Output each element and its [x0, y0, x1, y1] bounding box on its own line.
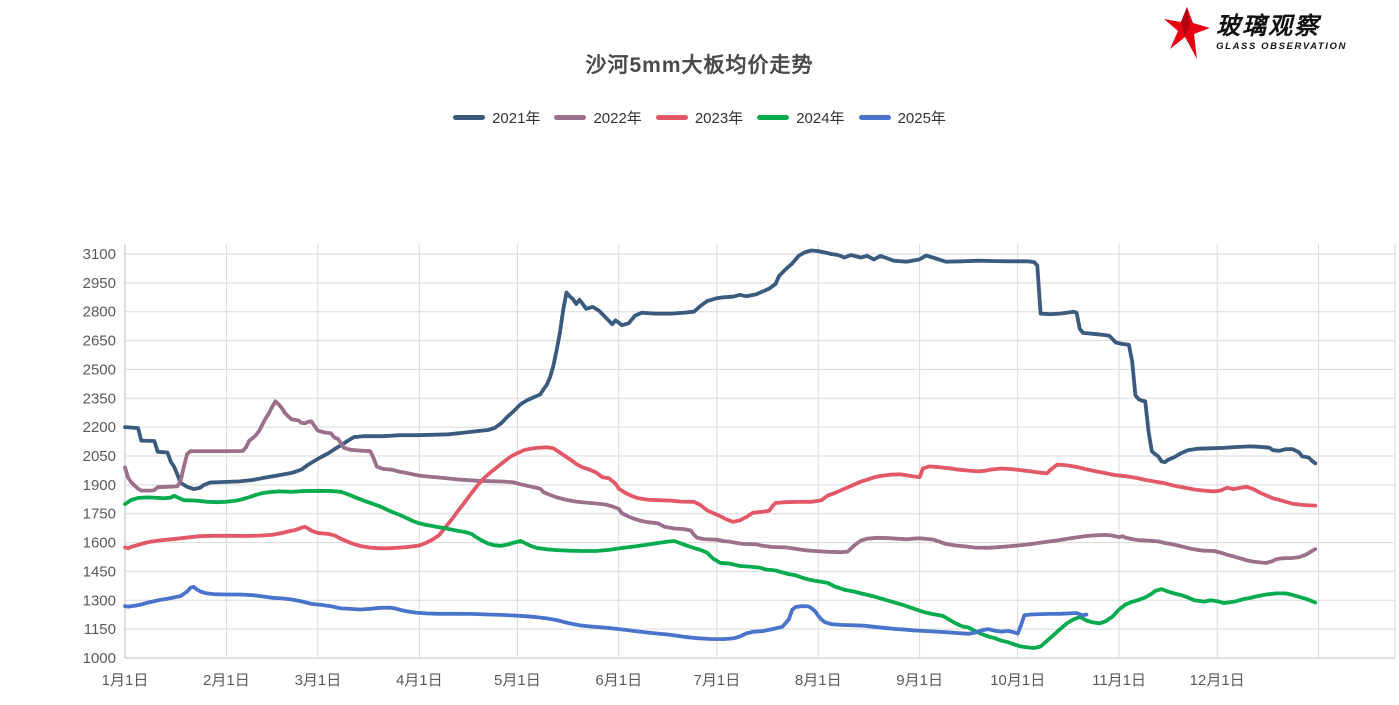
y-tick-label: 1000 — [83, 650, 116, 667]
legend-swatch-icon — [655, 115, 688, 120]
legend-item-2024年[interactable]: 2024年 — [753, 107, 848, 128]
x-tick-label: 3月1日 — [295, 672, 342, 689]
x-tick-label: 9月1日 — [896, 672, 943, 689]
chart-legend: 2021年 2022年 2023年 2024年 2025年 — [0, 107, 1399, 128]
y-tick-label: 2500 — [83, 361, 116, 378]
y-tick-label: 1600 — [83, 535, 116, 552]
series-line-2022年 — [123, 399, 1318, 565]
x-tick-label: 4月1日 — [396, 672, 443, 689]
x-tick-label: 1月1日 — [102, 672, 149, 689]
logo-text: 玻璃观察 GLASS OBSERVATION — [1216, 12, 1347, 52]
logo-subtitle: GLASS OBSERVATION — [1216, 40, 1347, 52]
chart-title: 沙河5mm大板均价走势 — [585, 54, 814, 77]
legend-swatch-icon — [757, 115, 790, 120]
y-tick-label: 1750 — [83, 506, 116, 523]
y-tick-label: 2350 — [83, 390, 116, 407]
series-line-2023年 — [123, 445, 1318, 551]
y-tick-label: 3100 — [83, 246, 116, 263]
legend-label: 2023年 — [694, 110, 744, 127]
glass-observation-logo: 玻璃观察 GLASS OBSERVATION — [1164, 7, 1347, 59]
y-tick-label: 1900 — [83, 477, 116, 494]
x-tick-label: 2月1日 — [203, 672, 250, 689]
y-tick-label: 2800 — [83, 304, 116, 321]
legend-item-2023年[interactable]: 2023年 — [652, 107, 747, 128]
y-tick-label: 1150 — [84, 621, 116, 638]
legend-item-2022年[interactable]: 2022年 — [550, 107, 645, 128]
legend-label: 2022年 — [593, 110, 642, 127]
legend-item-2021年[interactable]: 2021年 — [449, 107, 544, 128]
y-tick-label: 2050 — [83, 448, 116, 465]
x-tick-label: 11月1日 — [1092, 672, 1146, 689]
logo-title: 玻璃观察 — [1216, 12, 1321, 40]
series-line-2021年 — [123, 248, 1318, 492]
logo-star-icon — [1164, 7, 1211, 59]
series-line-2024年 — [123, 488, 1318, 650]
x-tick-label: 8月1日 — [795, 672, 842, 689]
x-tick-label: 6月1日 — [595, 672, 642, 689]
legend-label: 2025年 — [897, 110, 946, 127]
legend-label: 2024年 — [796, 110, 845, 127]
x-tick-label: 7月1日 — [694, 672, 741, 689]
y-tick-label: 2650 — [83, 333, 116, 350]
y-tick-label: 2200 — [83, 419, 116, 436]
y-tick-label: 1450 — [83, 563, 116, 580]
legend-swatch-icon — [858, 115, 891, 120]
x-tick-label: 10月1日 — [990, 672, 1045, 689]
y-tick-label: 1300 — [83, 592, 116, 609]
x-tick-label: 5月1日 — [494, 672, 541, 689]
legend-label: 2021年 — [492, 110, 541, 127]
legend-swatch-icon — [453, 115, 486, 120]
x-tick-label: 12月1日 — [1190, 672, 1245, 689]
series-line-2025年 — [123, 584, 1089, 641]
legend-item-2025年[interactable]: 2025年 — [855, 107, 950, 128]
legend-swatch-icon — [554, 115, 587, 120]
y-tick-label: 2950 — [83, 275, 116, 292]
